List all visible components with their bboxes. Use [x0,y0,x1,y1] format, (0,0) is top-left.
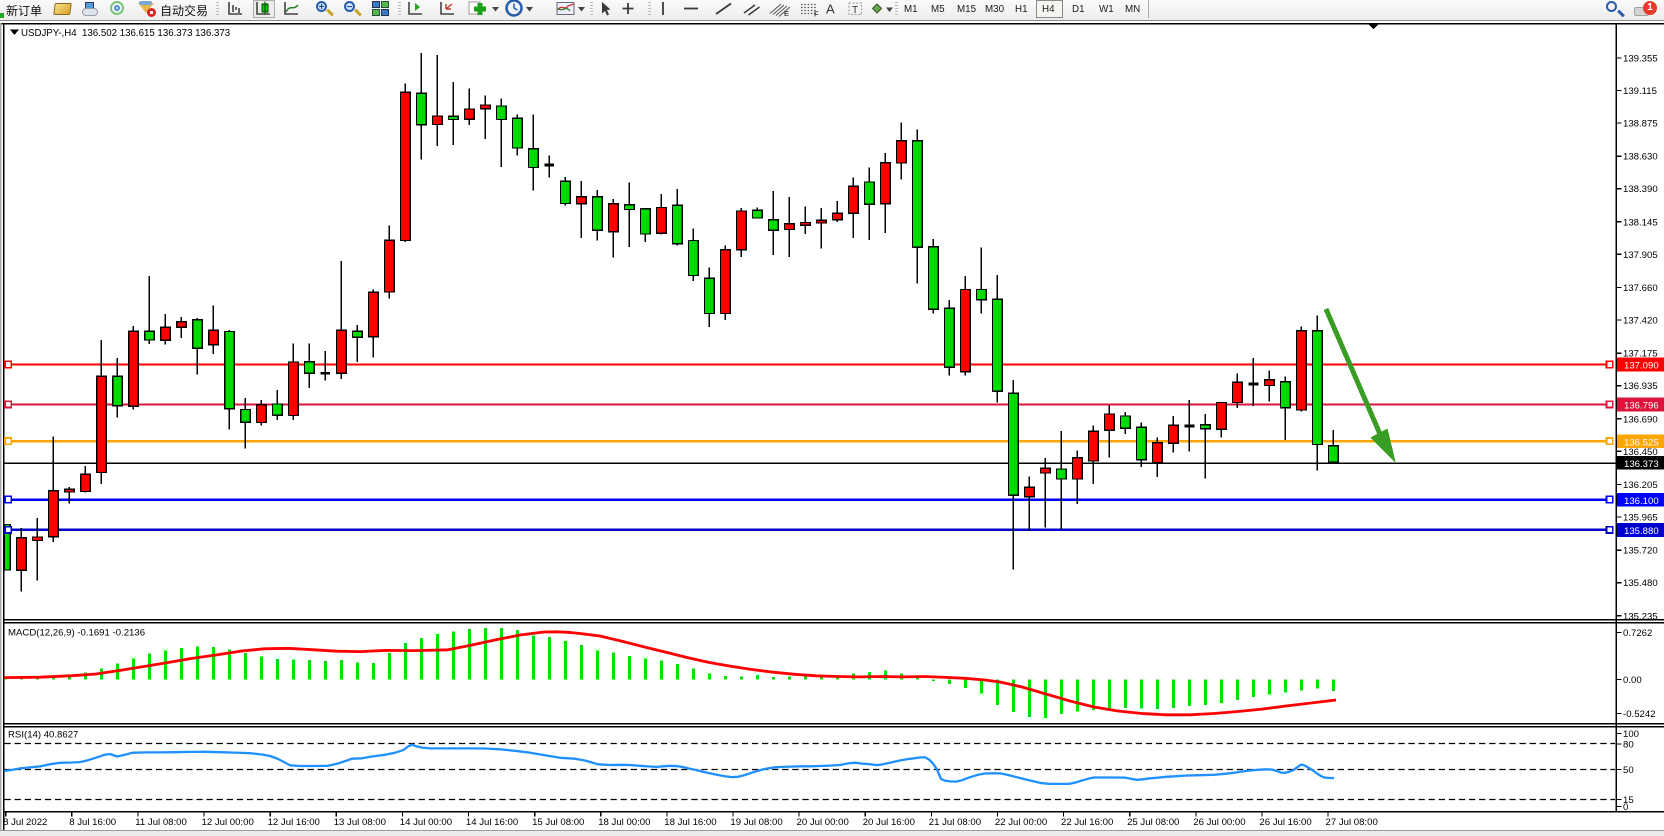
svg-text:136.373: 136.373 [1624,459,1659,470]
svg-text:-0.5242: -0.5242 [1623,709,1656,720]
svg-text:14 Jul 16:00: 14 Jul 16:00 [466,817,518,828]
svg-text:137.175: 137.175 [1623,349,1658,360]
svg-text:F: F [814,10,819,19]
svg-text:136.450: 136.450 [1623,447,1658,458]
svg-text:135.965: 135.965 [1623,513,1658,524]
svg-text:18 Jul 00:00: 18 Jul 00:00 [598,817,650,828]
svg-text:135.720: 135.720 [1623,546,1658,557]
svg-text:136.100: 136.100 [1624,496,1659,507]
svg-text:26 Jul 00:00: 26 Jul 00:00 [1193,817,1245,828]
svg-text:13 Jul 08:00: 13 Jul 08:00 [334,817,386,828]
svg-text:138.390: 138.390 [1623,184,1658,195]
svg-text:0.7262: 0.7262 [1623,628,1652,639]
svg-text:14 Jul 00:00: 14 Jul 00:00 [400,817,452,828]
svg-text:8 Jul 16:00: 8 Jul 16:00 [69,817,116,828]
svg-text:8 Jul 2022: 8 Jul 2022 [3,817,47,828]
svg-text:21 Jul 08:00: 21 Jul 08:00 [929,817,981,828]
svg-text:137.905: 137.905 [1623,250,1658,261]
svg-text:RSI(14) 40.8627: RSI(14) 40.8627 [8,730,78,741]
svg-text:0: 0 [1623,802,1628,813]
svg-text:137.420: 137.420 [1623,316,1658,327]
svg-text:22 Jul 16:00: 22 Jul 16:00 [1061,817,1113,828]
svg-text:25 Jul 08:00: 25 Jul 08:00 [1127,817,1179,828]
svg-text:135.480: 135.480 [1623,578,1658,589]
svg-text:15 Jul 08:00: 15 Jul 08:00 [532,817,584,828]
svg-text:136.690: 136.690 [1623,414,1658,425]
svg-text:135.235: 135.235 [1623,611,1658,622]
svg-text:80: 80 [1623,740,1634,751]
svg-text:0.00: 0.00 [1623,675,1642,686]
svg-text:USDJPY-,H4 136.502 136.615 13: USDJPY-,H4 136.502 136.615 136.373 136.3… [21,28,230,39]
svg-text:138.630: 138.630 [1623,152,1658,163]
svg-text:15: 15 [1623,795,1634,806]
svg-text:138.875: 138.875 [1623,119,1658,130]
svg-text:A: A [826,2,835,17]
svg-text:136.525: 136.525 [1624,437,1659,448]
svg-text:136.796: 136.796 [1624,401,1659,412]
svg-text:12 Jul 16:00: 12 Jul 16:00 [268,817,320,828]
svg-text:139.355: 139.355 [1623,54,1658,65]
svg-text:136.205: 136.205 [1623,480,1658,491]
svg-text:137.660: 137.660 [1623,283,1658,294]
svg-text:20 Jul 00:00: 20 Jul 00:00 [797,817,849,828]
svg-text:100: 100 [1623,729,1639,740]
svg-text:26 Jul 16:00: 26 Jul 16:00 [1259,817,1311,828]
svg-text:19 Jul 08:00: 19 Jul 08:00 [730,817,782,828]
svg-text:18 Jul 16:00: 18 Jul 16:00 [664,817,716,828]
svg-text:MACD(12,26,9) -0.1691 -0.2136: MACD(12,26,9) -0.1691 -0.2136 [8,628,145,639]
svg-text:139.115: 139.115 [1623,86,1657,97]
svg-text:27 Jul 08:00: 27 Jul 08:00 [1326,817,1378,828]
svg-text:12 Jul 00:00: 12 Jul 00:00 [202,817,254,828]
svg-text:20 Jul 16:00: 20 Jul 16:00 [863,817,915,828]
svg-text:135.880: 135.880 [1624,526,1659,537]
svg-text:138.145: 138.145 [1623,217,1658,228]
svg-text:136.935: 136.935 [1623,381,1658,392]
svg-text:11 Jul 08:00: 11 Jul 08:00 [135,817,187,828]
svg-text:22 Jul 00:00: 22 Jul 00:00 [995,817,1047,828]
svg-text:137.090: 137.090 [1624,361,1659,372]
svg-text:T: T [852,5,858,16]
svg-text:E: E [784,9,789,18]
svg-text:50: 50 [1623,765,1634,776]
